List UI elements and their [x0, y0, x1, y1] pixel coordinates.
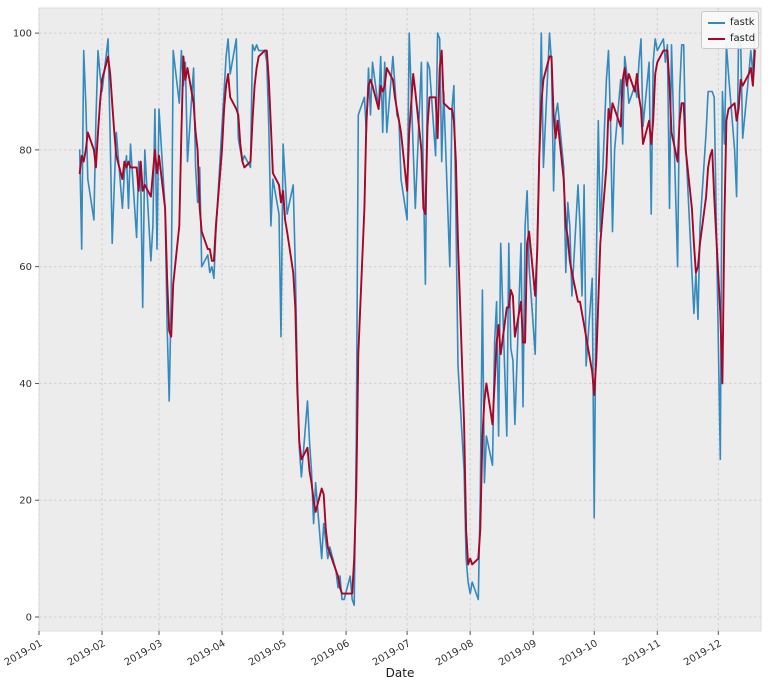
- y-tick-label: 80: [19, 145, 32, 156]
- x-tick-label: 2019-05: [247, 638, 289, 668]
- fastd-series-line: [78, 49, 756, 595]
- fastd-line-icon: [708, 38, 725, 40]
- x-tick-label: 2019-03: [123, 638, 165, 668]
- x-tick-label: 2019-01: [3, 638, 45, 668]
- x-tick-label: 2019-11: [621, 638, 663, 668]
- chart-legend: fastk fastd: [701, 11, 759, 49]
- y-tick-label: 40: [19, 379, 32, 390]
- fastk-series-line: [78, 32, 756, 607]
- x-tick-label: 2019-04: [186, 638, 228, 668]
- y-tick-label: 20: [19, 496, 32, 507]
- legend-label-fastk: fastk: [730, 17, 755, 28]
- y-tick-label: 60: [19, 262, 32, 273]
- x-tick-label: 2019-12: [682, 638, 724, 668]
- fastk-line-icon: [708, 22, 725, 24]
- legend-label-fastd: fastd: [730, 33, 756, 44]
- x-tick-label: 2019-09: [497, 638, 539, 668]
- y-tick-label: 100: [13, 29, 32, 40]
- y-tick-label: 0: [26, 612, 32, 623]
- x-tick-label: 2019-02: [66, 638, 108, 668]
- x-tick-label: 2019-06: [310, 638, 352, 668]
- x-tick-label: 2019-07: [371, 638, 413, 668]
- legend-item-fastd: fastd: [708, 31, 758, 47]
- legend-item-fastk: fastk: [708, 15, 758, 31]
- x-tick-label: 2019-10: [558, 638, 600, 668]
- x-axis-label: Date: [385, 666, 415, 680]
- x-tick-label: 2019-08: [434, 638, 476, 668]
